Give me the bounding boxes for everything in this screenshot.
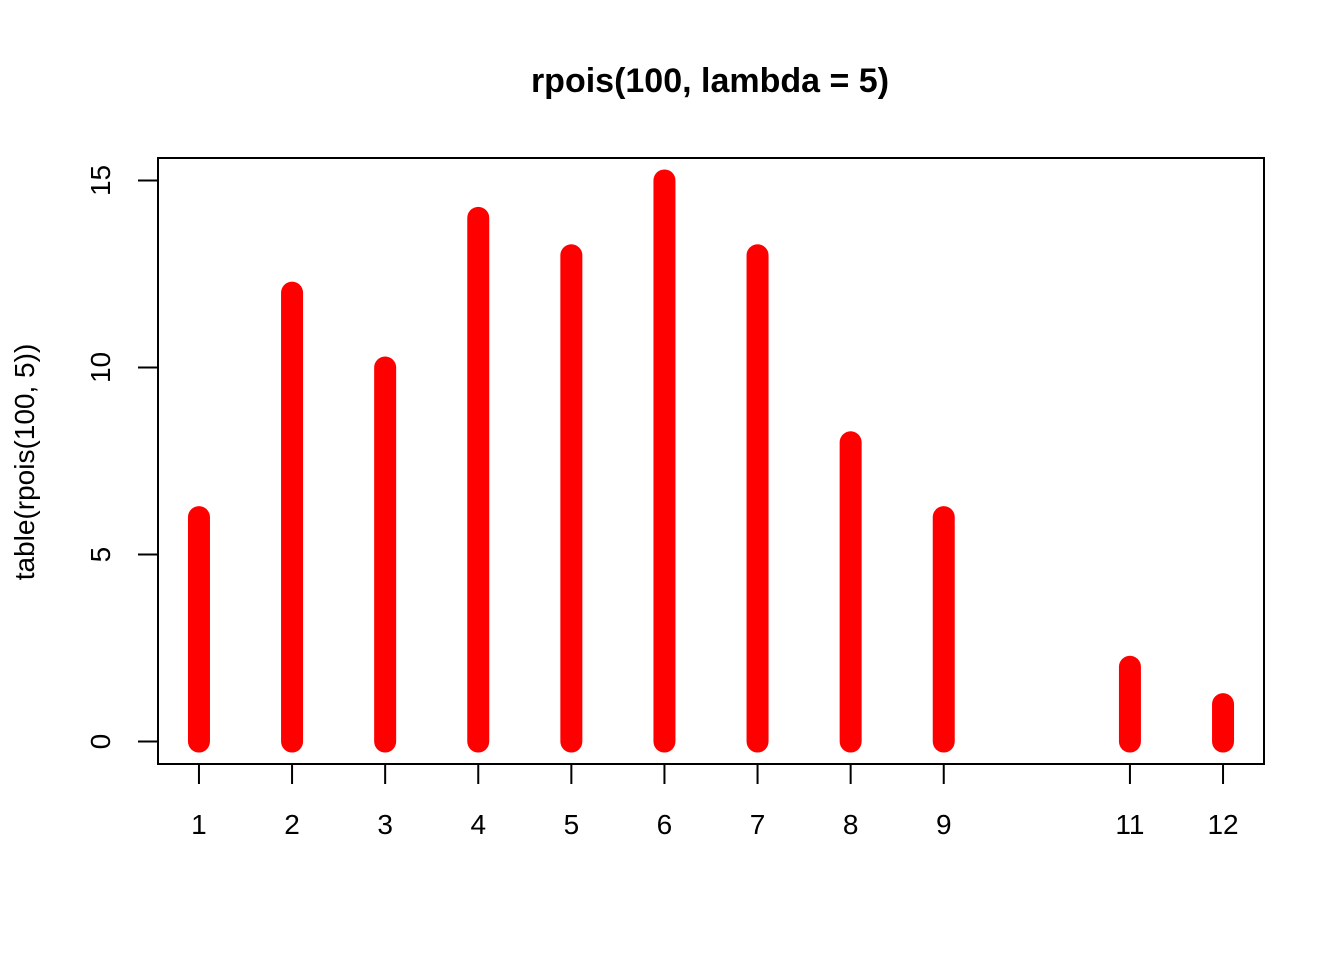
y-tick-label-10: 10: [85, 352, 116, 383]
x-tick-label-7: 7: [750, 809, 766, 840]
x-tick-label-5: 5: [564, 809, 580, 840]
x-tick-label-8: 8: [843, 809, 859, 840]
x-tick-label-1: 1: [191, 809, 207, 840]
x-tick-label-3: 3: [377, 809, 393, 840]
x-tick-label-11: 11: [1115, 809, 1144, 840]
y-axis: 0 5 10 15: [85, 165, 159, 750]
x-axis: 1 2 3 4 5 6 7 8 9 11 12: [191, 764, 1239, 840]
x-tick-label-2: 2: [284, 809, 300, 840]
y-tick-label-0: 0: [85, 734, 116, 750]
x-tick-label-9: 9: [936, 809, 952, 840]
x-tick-label-12: 12: [1207, 809, 1238, 840]
bars-group: [187, 169, 1235, 753]
y-tick-label-15: 15: [85, 165, 116, 196]
plot-frame: [157, 157, 1265, 765]
y-axis-label: table(rpois(100, 5)): [9, 344, 40, 581]
y-tick-label-5: 5: [85, 547, 116, 563]
x-tick-label-4: 4: [470, 809, 486, 840]
x-tick-label-6: 6: [657, 809, 673, 840]
chart-title: rpois(100, lambda = 5): [531, 62, 889, 100]
